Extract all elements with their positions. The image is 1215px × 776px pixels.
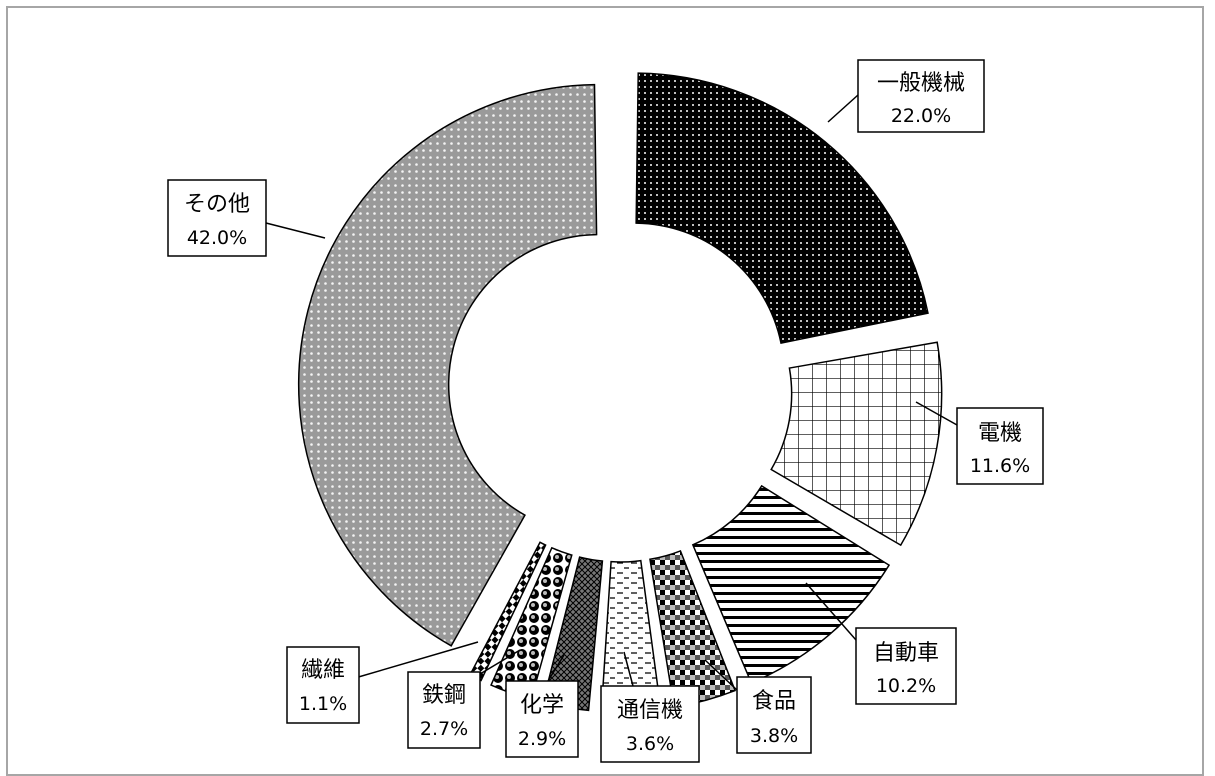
doughnut-slices xyxy=(297,72,943,713)
slice-label-ippan-kikai: 一般機械 22.0% xyxy=(857,59,985,133)
slice-label-value: 3.8% xyxy=(750,725,798,747)
slice-label-name: 食品 xyxy=(752,689,796,714)
slice-label-name: 化学 xyxy=(520,693,564,718)
slice-label-box xyxy=(855,627,957,705)
leader-lines xyxy=(265,94,958,691)
slice-label-value: 22.0% xyxy=(891,105,951,127)
slice-label-name: 鉄鋼 xyxy=(422,683,466,708)
slice-label-name: その他 xyxy=(184,192,250,217)
slice-label-value: 10.2% xyxy=(876,675,936,697)
slice-label-name: 自動車 xyxy=(873,641,939,666)
slice-label-kagaku: 化学 2.9% xyxy=(505,680,579,758)
slice-label-value: 3.6% xyxy=(626,733,674,755)
slice-8 xyxy=(297,83,598,647)
leader-line-2 xyxy=(805,582,857,641)
slice-label-jidousha: 自動車 10.2% xyxy=(855,627,957,705)
slice-label-box xyxy=(286,646,360,724)
slice-label-name: 一般機械 xyxy=(877,71,965,96)
leader-line-4 xyxy=(623,651,634,687)
leader-line-1 xyxy=(915,401,958,426)
slice-1 xyxy=(770,341,943,547)
slice-label-value: 42.0% xyxy=(187,227,247,249)
leader-line-3 xyxy=(704,659,738,691)
slice-label-value: 2.9% xyxy=(518,728,566,750)
slice-label-tsushinki: 通信機 3.6% xyxy=(600,685,700,763)
slice-label-box xyxy=(956,407,1044,485)
slice-label-name: 繊維 xyxy=(301,658,345,683)
slice-label-value: 2.7% xyxy=(420,718,468,740)
slice-label-sonota: その他 42.0% xyxy=(167,179,267,257)
slice-label-box xyxy=(736,676,812,754)
slice-label-shokuhin: 食品 3.8% xyxy=(736,676,812,754)
slice-label-box xyxy=(167,179,267,257)
slice-label-denki: 電機 11.6% xyxy=(956,407,1044,485)
slice-label-box xyxy=(505,680,579,758)
slice-0 xyxy=(635,72,929,344)
leader-line-7 xyxy=(354,641,479,679)
slice-label-tekko: 鉄鋼 2.7% xyxy=(407,671,481,749)
slice-label-box xyxy=(600,685,700,763)
slice-label-name: 電機 xyxy=(978,421,1022,446)
slice-label-value: 1.1% xyxy=(299,693,347,715)
slice-label-box xyxy=(857,59,985,133)
slice-label-name: 通信機 xyxy=(617,698,683,723)
slice-label-value: 11.6% xyxy=(970,455,1030,477)
slice-label-box xyxy=(407,671,481,749)
leader-line-5 xyxy=(547,654,565,682)
leader-line-0 xyxy=(827,94,859,123)
leader-line-8 xyxy=(265,222,326,239)
slice-labels: 一般機械 22.0% 電機 11.6% 自動車 10.2% 食品 3.8% 通信… xyxy=(167,59,1044,763)
slice-label-sen-i: 繊維 1.1% xyxy=(286,646,360,724)
